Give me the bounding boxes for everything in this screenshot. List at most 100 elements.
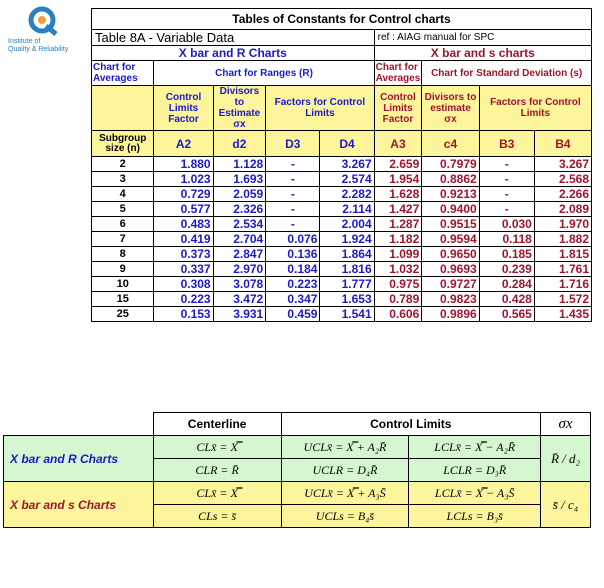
subgroup-size-cell: 8 — [90, 246, 155, 262]
constant-cell: 0.7979 — [421, 156, 480, 172]
constant-cell: 0.577 — [153, 201, 214, 217]
constant-cell: 0.076 — [265, 231, 321, 247]
control-limits-header: Control Limits — [280, 412, 542, 436]
constants-table: Tables of Constants for Control charts T… — [90, 8, 593, 322]
constant-cell: 1.693 — [212, 171, 267, 187]
constant-cell: - — [265, 156, 321, 172]
xs-lcl-s: LCLs = B₃s̄ — [408, 504, 542, 528]
constant-cell: 0.136 — [265, 246, 321, 262]
constant-cell: 1.816 — [319, 261, 375, 277]
constant-cell: 0.347 — [265, 291, 321, 307]
constant-cell: 0.030 — [478, 216, 535, 232]
xr-ucl-r: UCLR = D₄R̄ — [280, 458, 410, 482]
constant-cell: 1.882 — [533, 231, 593, 247]
chart-for-averages-xr: Chart for Averages — [90, 60, 155, 86]
subgroup-size-label: Subgroup size (n) — [90, 130, 155, 157]
constant-cell: - — [265, 186, 321, 202]
constant-cell: 3.267 — [319, 156, 375, 172]
divisors-estimate-xr: Divisors to Estimate σx — [212, 85, 267, 131]
table-row: 3 1.023 1.693-2.574 1.954 0.8862-2.568 — [90, 171, 593, 187]
table-row: 25 0.153 3.931 0.459 1.541 0.606 0.9896 0.565 1.… — [90, 306, 593, 322]
constant-cell: 0.483 — [153, 216, 214, 232]
constant-cell: 0.606 — [373, 306, 423, 322]
constant-cell: 1.628 — [373, 186, 423, 202]
sigma-header: σx — [540, 412, 591, 436]
table-ref: ref : AIAG manual for SPC — [373, 29, 593, 46]
constant-cell: 0.223 — [265, 276, 321, 292]
constant-cell: 0.184 — [265, 261, 321, 277]
constant-cell: 0.975 — [373, 276, 423, 292]
constant-cell: 1.924 — [319, 231, 375, 247]
constant-cell: 0.428 — [478, 291, 535, 307]
constant-cell: 2.847 — [212, 246, 267, 262]
subgroup-size-cell: 9 — [90, 261, 155, 277]
xr-cl-r: CLR = R̄ — [152, 458, 282, 482]
constant-cell: 2.059 — [212, 186, 267, 202]
table-row: 15 0.223 3.472 0.347 1.653 0.789 0.9823 0.428 1.… — [90, 291, 593, 307]
subgroup-size-cell: 25 — [90, 306, 155, 322]
constants-rows: 2 1.880 1.128-3.267 2.659 0.7979-3.267 3 1.023… — [90, 156, 593, 322]
constant-cell: - — [478, 156, 535, 172]
constant-cell: 0.9823 — [421, 291, 480, 307]
subgroup-size-cell: 15 — [90, 291, 155, 307]
constant-cell: 0.9896 — [421, 306, 480, 322]
constant-cell: 1.777 — [319, 276, 375, 292]
constant-cell: 1.032 — [373, 261, 423, 277]
constant-cell: 2.659 — [373, 156, 423, 172]
constant-cell: 1.970 — [533, 216, 593, 232]
col-head-a2: A2 — [153, 130, 214, 157]
subgroup-size-cell: 3 — [90, 171, 155, 187]
constant-cell: 2.114 — [319, 201, 375, 217]
col-head-c4: c4 — [421, 130, 480, 157]
xs-charts-label: X bar and s Charts — [3, 481, 154, 528]
constant-cell: 1.572 — [533, 291, 593, 307]
constant-cell: 0.9213 — [421, 186, 480, 202]
xs-ucl-x: UCLx̄ = X̿ + A₃S̄ — [280, 481, 410, 505]
constant-cell: 2.568 — [533, 171, 593, 187]
institute-logo: Institute of Quality & Reliability — [4, 6, 88, 60]
constant-cell: - — [478, 201, 535, 217]
subgroup-size-cell: 5 — [90, 201, 155, 217]
col-head-b4: B4 — [533, 130, 593, 157]
constant-cell: 1.954 — [373, 171, 423, 187]
constant-cell: 0.118 — [478, 231, 535, 247]
col-head-a3: A3 — [373, 130, 423, 157]
subgroup-size-cell: 4 — [90, 186, 155, 202]
constant-cell: 1.287 — [373, 216, 423, 232]
constant-cell: 0.153 — [153, 306, 214, 322]
constant-cell: 0.459 — [265, 306, 321, 322]
constant-cell: 1.864 — [319, 246, 375, 262]
control-limits-factor-xs: Control Limits Factor — [373, 85, 423, 131]
table-row: 4 0.729 2.059-2.282 1.628 0.9213-2.266 — [90, 186, 593, 202]
constant-cell: 1.653 — [319, 291, 375, 307]
constant-cell: 0.9693 — [421, 261, 480, 277]
constant-cell: 2.004 — [319, 216, 375, 232]
constant-cell: 0.789 — [373, 291, 423, 307]
constant-cell: 0.8862 — [421, 171, 480, 187]
xr-charts-header: X bar and R Charts — [91, 45, 375, 61]
constant-cell: - — [478, 171, 535, 187]
constant-cell: 2.266 — [533, 186, 593, 202]
constant-cell: - — [265, 171, 321, 187]
constant-cell: 0.729 — [153, 186, 214, 202]
constant-cell: 3.472 — [212, 291, 267, 307]
constant-cell: 0.9400 — [421, 201, 480, 217]
xr-cl-x: CLx̄ = X̿ — [152, 435, 282, 459]
divisors-estimate-xs: Divisors to estimate σx — [421, 85, 480, 131]
constant-cell: 0.9650 — [421, 246, 480, 262]
subgroup-size-cell: 6 — [90, 216, 155, 232]
constant-cell: 0.284 — [478, 276, 535, 292]
control-limits-factor-xr: Control Limits Factor — [153, 85, 214, 131]
table-subtitle: Table 8A - Variable Data — [91, 29, 375, 46]
constant-cell: - — [478, 186, 535, 202]
constant-cell: 0.373 — [153, 246, 214, 262]
constant-cell: 1.099 — [373, 246, 423, 262]
chart-for-averages-xs: Chart for Averages — [373, 60, 423, 86]
constant-cell: - — [265, 201, 321, 217]
formula-table: Centerline Control Limits σx X bar and R… — [3, 412, 591, 528]
constant-cell: 2.282 — [319, 186, 375, 202]
logo-line1: Institute of — [8, 38, 41, 45]
constant-cell: 1.182 — [373, 231, 423, 247]
factors-control-limits-xs: Factors for Control Limits — [478, 85, 593, 131]
constant-cell: 0.308 — [153, 276, 214, 292]
